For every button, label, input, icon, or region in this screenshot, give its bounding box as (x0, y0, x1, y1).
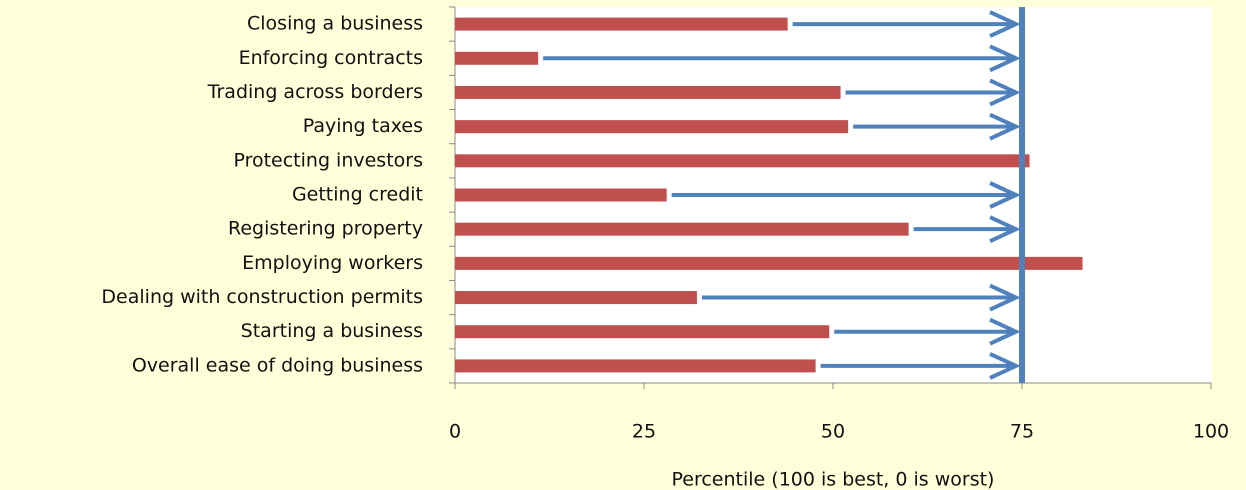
x-tick-label: 25 (632, 421, 656, 443)
bar (455, 17, 788, 31)
arrow (834, 317, 1021, 346)
y-tick-label: Dealing with construction permits (101, 286, 423, 308)
y-tick-label: Closing a business (247, 13, 423, 35)
arrow (701, 283, 1021, 312)
y-tick-label: Employing workers (242, 252, 423, 274)
arrow (845, 78, 1021, 107)
bar (455, 291, 697, 305)
y-tick-label: Getting credit (292, 184, 423, 206)
bar (455, 85, 841, 99)
arrow (671, 181, 1021, 209)
y-tick-label: Starting a business (241, 320, 423, 342)
x-axis-label: Percentile (100 is best, 0 is worst) (672, 469, 995, 490)
bar (455, 188, 667, 202)
bar (455, 359, 816, 373)
x-tick-label: 0 (449, 421, 461, 443)
arrow (853, 112, 1021, 141)
bar (455, 154, 1030, 168)
x-tick-label: 75 (1010, 421, 1034, 443)
y-tick-label: Enforcing contracts (239, 47, 423, 69)
x-tick-label: 100 (1193, 421, 1229, 443)
y-tick-label: Trading across borders (207, 81, 423, 103)
arrow (913, 215, 1021, 243)
y-tick-label: Paying taxes (303, 115, 423, 137)
bar (455, 51, 539, 65)
arrow (543, 44, 1021, 73)
y-tick-label: Overall ease of doing business (132, 354, 423, 376)
bar (455, 222, 909, 236)
x-tick-label: 50 (821, 421, 845, 443)
bar (455, 256, 1083, 270)
arrow (820, 352, 1021, 380)
arrow (792, 10, 1021, 38)
bar (455, 325, 830, 339)
y-tick-label: Protecting investors (233, 149, 423, 171)
bar (455, 120, 849, 134)
y-tick-label: Registering property (228, 218, 423, 240)
